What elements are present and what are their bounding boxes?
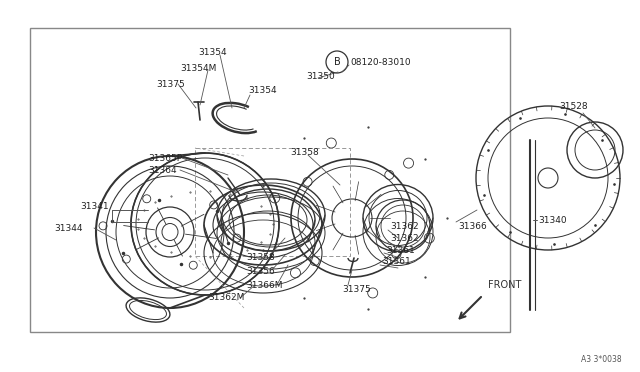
Text: 31344: 31344 (54, 224, 83, 232)
Text: 31358: 31358 (246, 253, 275, 263)
Text: 31358: 31358 (290, 148, 319, 157)
Text: 31361: 31361 (382, 257, 411, 266)
Text: 31350: 31350 (306, 71, 335, 80)
Text: 31354: 31354 (248, 86, 276, 94)
Text: 31361: 31361 (386, 246, 415, 254)
Text: 08120-83010: 08120-83010 (350, 58, 411, 67)
Text: 31366: 31366 (458, 221, 487, 231)
Text: 31365P: 31365P (148, 154, 182, 163)
Text: 31362: 31362 (390, 221, 419, 231)
Text: 31354: 31354 (198, 48, 227, 57)
Text: 31362M: 31362M (208, 294, 244, 302)
Text: 31364: 31364 (148, 166, 177, 174)
Text: 31340: 31340 (538, 215, 566, 224)
Text: 31375: 31375 (342, 285, 371, 295)
Bar (195, 148, 350, 256)
Text: 31375: 31375 (156, 80, 185, 89)
Text: 31354M: 31354M (180, 64, 216, 73)
Text: FRONT: FRONT (488, 280, 522, 290)
Text: 31528: 31528 (560, 102, 588, 110)
Text: B: B (333, 57, 340, 67)
Text: 31366M: 31366M (246, 280, 282, 289)
Text: 31356: 31356 (246, 267, 275, 276)
Text: 31341: 31341 (80, 202, 109, 211)
Text: A3 3*0038: A3 3*0038 (581, 356, 622, 365)
Text: 31362: 31362 (390, 234, 419, 243)
Bar (30, 28, 510, 332)
